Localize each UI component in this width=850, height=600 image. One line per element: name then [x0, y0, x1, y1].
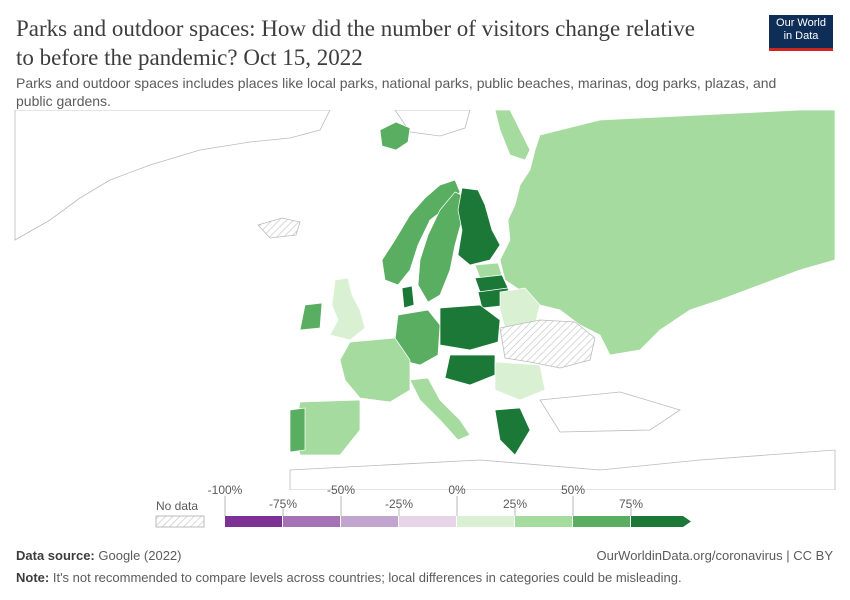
legend-tick-label-3: -25% — [385, 497, 413, 511]
region-north-africa[interactable] — [289, 449, 836, 490]
footnote-value: It's not recommended to compare levels a… — [52, 570, 682, 585]
region-turkey[interactable] — [539, 391, 681, 433]
legend-bin-2[interactable] — [341, 516, 398, 527]
country-united-kingdom[interactable] — [329, 277, 366, 341]
country-greenland[interactable] — [14, 110, 331, 241]
legend-no-data-swatch — [155, 515, 205, 528]
country-greece[interactable] — [494, 407, 531, 456]
country-italy[interactable] — [409, 377, 471, 441]
logo-line-2: in Data — [783, 30, 819, 42]
country-romania[interactable] — [494, 361, 546, 401]
legend-tick-label-1: -75% — [269, 497, 297, 511]
color-legend: No data -100% -75% -50% -25% 0% 25% 50% 75% — [155, 483, 691, 528]
choropleth-map[interactable] — [0, 110, 850, 490]
country-russia[interactable] — [499, 110, 836, 356]
data-source-label: Data source: — [16, 548, 95, 563]
region-no-data-island[interactable] — [257, 217, 301, 239]
legend-bin-3[interactable] — [399, 516, 456, 527]
legend-bin-0[interactable] — [225, 516, 282, 527]
legend-tick-label-5: 25% — [503, 497, 527, 511]
country-france[interactable] — [339, 337, 411, 403]
country-denmark[interactable] — [401, 285, 415, 309]
legend-bin-1[interactable] — [283, 516, 340, 527]
legend-no-data-label: No data — [156, 499, 198, 513]
logo-line-1: Our World — [776, 17, 826, 29]
legend-tick-label-2: -50% — [327, 483, 355, 497]
legend-tick-label-4: 0% — [448, 483, 466, 497]
country-poland[interactable] — [439, 304, 501, 351]
country-iceland[interactable] — [379, 121, 411, 151]
legend-bin-5[interactable] — [515, 516, 572, 527]
legend-tick-label-6: 50% — [561, 483, 585, 497]
legend-tick-label-0: -100% — [208, 483, 243, 497]
chart-subtitle: Parks and outdoor spaces includes places… — [16, 75, 777, 109]
country-ireland[interactable] — [299, 302, 323, 331]
owid-logo[interactable]: Our World in Data — [769, 15, 833, 51]
data-source-value: Google (2022) — [98, 548, 182, 563]
country-portugal[interactable] — [289, 407, 306, 453]
source-url[interactable]: OurWorldinData.org/coronavirus | CC BY — [596, 548, 833, 563]
country-ukraine[interactable] — [499, 319, 596, 369]
legend-arrow-icon — [683, 516, 691, 527]
legend-tick-label-7: 75% — [619, 497, 643, 511]
legend-bin-7[interactable] — [631, 516, 683, 527]
country-finland[interactable] — [457, 187, 501, 266]
country-hungary[interactable] — [444, 354, 496, 386]
country-novaya-zemlya[interactable] — [494, 110, 531, 161]
footnote-label: Note: — [16, 570, 50, 585]
legend-bin-6[interactable] — [573, 516, 630, 527]
data-source: Data source: Google (2022) — [16, 548, 182, 563]
footnote: Note: It's not recommended to compare le… — [16, 570, 682, 585]
legend-bin-4[interactable] — [457, 516, 514, 527]
chart-title: Parks and outdoor spaces: How did the nu… — [16, 16, 695, 70]
